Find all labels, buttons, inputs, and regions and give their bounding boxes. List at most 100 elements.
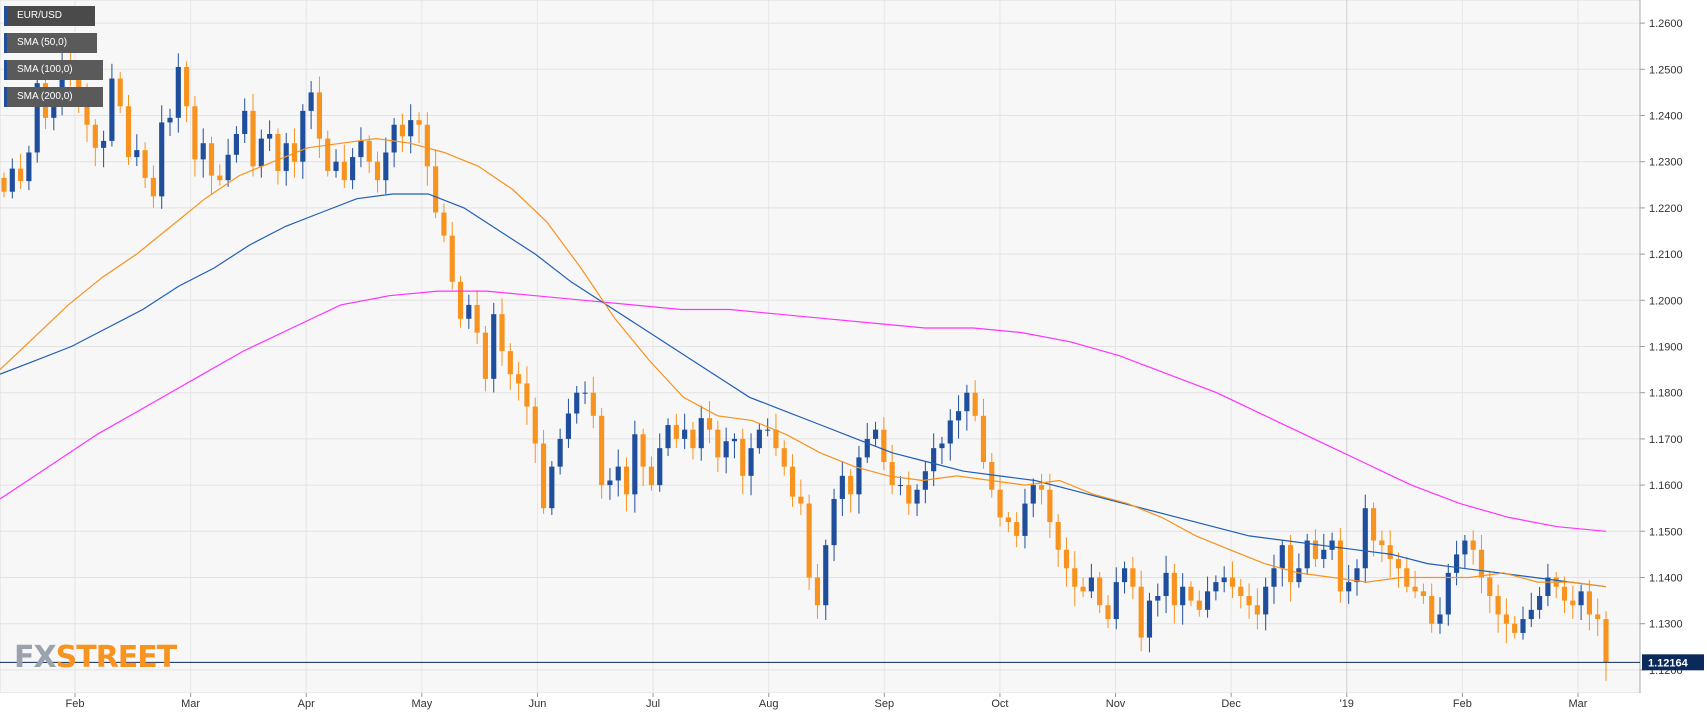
candle-body [665, 425, 671, 449]
candle-body [1171, 572, 1177, 606]
candle-body [51, 101, 57, 118]
candle-body [1412, 586, 1418, 592]
candle-body [1537, 595, 1543, 610]
candle-body [532, 406, 538, 444]
candle-body [416, 120, 422, 125]
candle-body [715, 429, 721, 458]
candle-body [1080, 586, 1086, 592]
candle-body [989, 462, 995, 490]
candle-body [200, 143, 206, 160]
x-tick-label: Jun [529, 698, 547, 710]
x-tick-label: Jul [646, 698, 660, 710]
y-tick-label: 1.2000 [1649, 295, 1683, 307]
candle-body [399, 124, 405, 137]
candle-body [914, 489, 920, 504]
candle-body [906, 485, 912, 504]
candle-body [383, 152, 389, 181]
candle-body [864, 438, 870, 458]
candle-body [117, 78, 123, 107]
candle-body [1205, 591, 1211, 610]
candle-body [275, 133, 281, 171]
candle-body [34, 83, 40, 153]
candle-body [374, 161, 381, 181]
candle-body [184, 66, 190, 107]
candle-body [134, 150, 140, 158]
candle-body [350, 157, 356, 181]
y-tick-label: 1.1300 [1649, 619, 1683, 631]
candle-body [1296, 568, 1302, 583]
y-tick-label: 1.2500 [1649, 64, 1683, 76]
candle-body [1155, 595, 1161, 601]
legend-sma100[interactable]: SMA (100,0) [4, 60, 103, 80]
candle-body [549, 466, 555, 509]
candle-body [1487, 577, 1493, 596]
candle-body [1113, 582, 1119, 620]
candle-body [1329, 540, 1335, 550]
candle-body [723, 441, 729, 458]
candle-body [1570, 600, 1576, 606]
candle-body [316, 92, 322, 139]
candle-body [1097, 577, 1103, 606]
candle-body [1005, 517, 1011, 523]
candle-body [424, 124, 430, 167]
candle-body [955, 411, 962, 421]
candle-body [499, 314, 505, 352]
y-tick-label: 1.1700 [1649, 434, 1683, 446]
candle-body [250, 110, 256, 167]
candle-body [789, 466, 796, 497]
candle-body [84, 97, 90, 125]
x-tick-label: May [411, 698, 432, 710]
candle-body [441, 212, 447, 236]
candle-body [565, 413, 572, 439]
candle-body [1014, 522, 1020, 536]
candle-body [1371, 508, 1377, 541]
candle-body [706, 418, 713, 430]
candle-body [773, 429, 779, 449]
candle-body [150, 177, 156, 197]
candle-body [1030, 485, 1036, 504]
candle-body [1063, 549, 1070, 569]
candle-body [1379, 540, 1385, 546]
candle-body [1180, 586, 1186, 606]
candle-body [9, 168, 15, 192]
candle-body [1263, 586, 1269, 615]
candle-body [1047, 489, 1053, 523]
candle-body [92, 124, 98, 148]
candle-body [690, 429, 696, 449]
logo-fx-text: FX [14, 640, 57, 675]
legend-sma200[interactable]: SMA (200,0) [4, 87, 103, 107]
candle-body [507, 351, 513, 375]
y-tick-label: 1.2200 [1649, 203, 1683, 215]
legend-eurusd[interactable]: EUR/USD [4, 6, 95, 26]
candle-body [208, 143, 215, 176]
x-tick-label: Sep [875, 698, 895, 710]
x-tick-label: Aug [759, 698, 779, 710]
candle-body [466, 304, 472, 319]
candle-body [574, 392, 580, 414]
candle-body [798, 496, 804, 504]
candle-body [474, 304, 480, 333]
candle-body [1586, 591, 1592, 615]
candle-body [1105, 605, 1111, 620]
candle-body [1420, 591, 1426, 596]
candle-body [101, 140, 107, 148]
candle-body [308, 92, 314, 111]
candle-body [657, 448, 663, 486]
candle-body [333, 161, 339, 171]
sma200-line [0, 290, 1607, 532]
candle-body [516, 374, 522, 384]
legend-sma50[interactable]: SMA (50,0) [4, 33, 97, 53]
candle-body [1578, 591, 1584, 606]
candle-body [1138, 586, 1144, 638]
candle-body [640, 434, 646, 467]
candle-body [839, 475, 845, 499]
candle-body [1528, 609, 1534, 620]
candle-body [1429, 595, 1435, 624]
candle-body [740, 438, 746, 476]
y-tick-label: 1.1900 [1649, 342, 1683, 354]
candle-body [192, 106, 198, 160]
sma100-line [0, 193, 1607, 588]
last-price-label: 1.12164 [1648, 657, 1689, 669]
